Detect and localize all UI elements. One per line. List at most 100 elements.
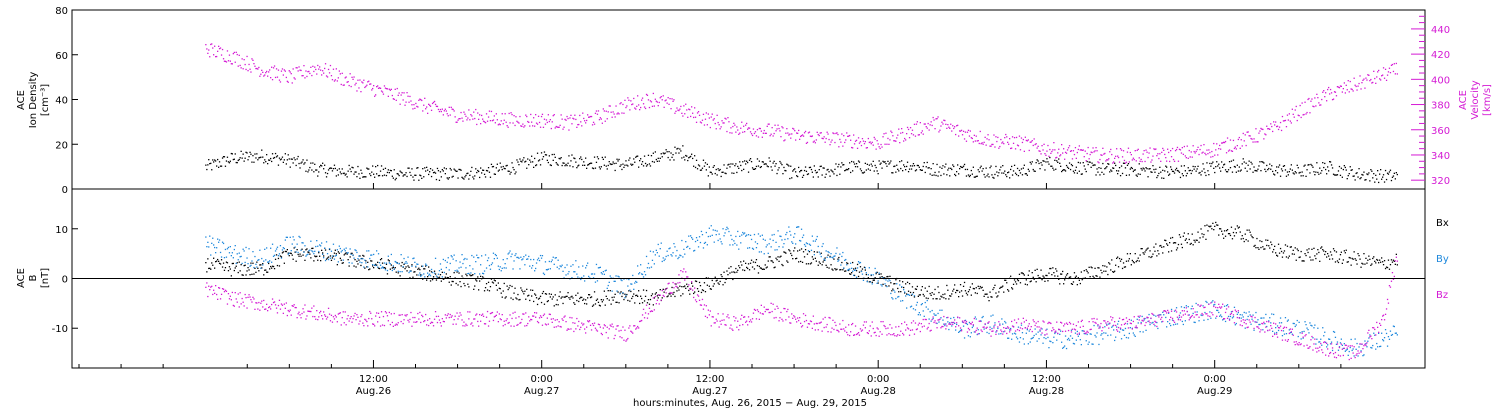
data-point (299, 253, 301, 255)
data-point (1299, 171, 1301, 174)
data-point (978, 142, 980, 145)
data-point (296, 249, 298, 251)
data-point (299, 69, 301, 71)
data-point (817, 133, 819, 136)
data-point (1312, 337, 1314, 339)
data-point (315, 245, 317, 248)
data-point (472, 274, 474, 276)
data-point (1347, 175, 1349, 177)
data-point (395, 261, 397, 263)
data-point (858, 271, 861, 273)
data-point (876, 170, 878, 172)
data-point (1348, 256, 1350, 259)
data-point (1087, 163, 1089, 166)
data-point (1088, 266, 1090, 268)
data-point (1342, 347, 1344, 350)
data-point (825, 173, 827, 175)
data-point (1001, 286, 1003, 288)
data-point (564, 266, 566, 269)
data-point (702, 289, 705, 292)
data-point (568, 155, 570, 157)
data-point (1039, 330, 1041, 332)
data-point (580, 278, 582, 281)
data-point (949, 127, 951, 129)
data-point (1036, 340, 1038, 342)
data-point (827, 133, 829, 135)
data-point (265, 72, 267, 74)
data-point (438, 270, 441, 272)
data-point (775, 257, 777, 259)
data-point (304, 304, 306, 306)
data-point (410, 100, 412, 102)
data-point (663, 259, 665, 262)
data-point (1234, 166, 1236, 168)
data-point (1242, 316, 1244, 318)
data-point (1279, 317, 1282, 319)
data-point (722, 122, 724, 124)
data-point (693, 165, 695, 167)
data-point (606, 298, 608, 300)
data-point (691, 237, 693, 239)
data-point (1276, 255, 1279, 257)
data-point (898, 128, 900, 130)
data-point (1114, 157, 1116, 159)
data-point (1277, 329, 1280, 332)
data-point (855, 270, 858, 272)
data-point (692, 238, 694, 240)
data-point (439, 263, 442, 265)
data-point (597, 301, 600, 303)
data-point (1128, 174, 1130, 176)
data-point (849, 268, 851, 270)
data-point (1074, 332, 1077, 334)
data-point (1067, 337, 1070, 340)
data-point (999, 323, 1001, 325)
data-point (898, 291, 900, 293)
data-point (1278, 164, 1281, 166)
data-point (770, 246, 772, 248)
data-point (739, 132, 741, 134)
data-point (452, 258, 454, 260)
data-point (1016, 167, 1019, 170)
data-point (990, 315, 992, 317)
data-point (703, 124, 706, 126)
data-point (596, 280, 599, 282)
data-point (521, 259, 523, 261)
data-point (1001, 172, 1003, 174)
data-point (223, 291, 226, 293)
data-point (555, 125, 557, 128)
data-point (1076, 172, 1078, 174)
data-point (690, 155, 692, 158)
data-point (639, 109, 641, 111)
data-point (1385, 332, 1388, 335)
data-point (1305, 324, 1307, 326)
data-point (975, 135, 977, 137)
data-point (1086, 160, 1088, 163)
data-point (617, 112, 619, 114)
data-point (301, 242, 303, 244)
data-point (380, 165, 383, 167)
data-point (707, 235, 709, 238)
data-point (537, 115, 540, 117)
data-point (208, 159, 210, 161)
data-point (368, 80, 370, 82)
data-point (901, 160, 903, 162)
data-point (359, 261, 361, 263)
data-point (1329, 343, 1332, 345)
data-point (1070, 283, 1073, 285)
data-point (1247, 131, 1249, 133)
data-point (1172, 170, 1175, 173)
data-point (1099, 158, 1101, 161)
data-point (1129, 168, 1131, 170)
data-point (604, 156, 606, 158)
data-point (672, 100, 674, 102)
data-point (1186, 242, 1188, 244)
data-point (321, 249, 323, 251)
data-point (235, 161, 237, 164)
data-point (1066, 339, 1069, 341)
data-point (441, 276, 443, 278)
data-point (840, 141, 842, 143)
data-point (865, 169, 867, 171)
data-point (459, 118, 461, 120)
data-point (946, 317, 948, 319)
data-point (650, 155, 653, 157)
